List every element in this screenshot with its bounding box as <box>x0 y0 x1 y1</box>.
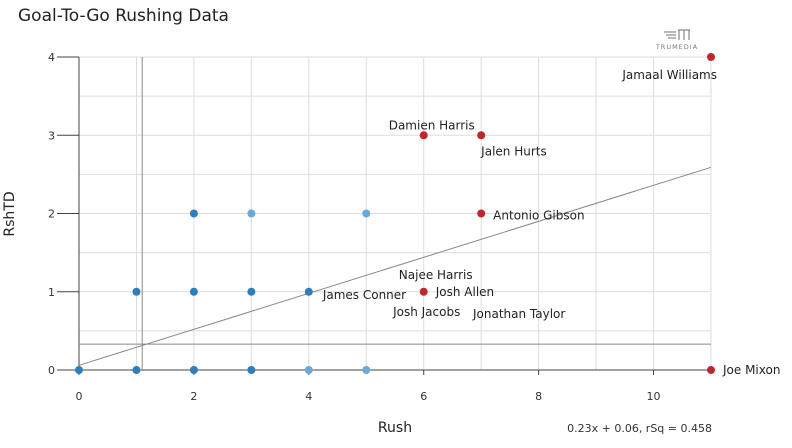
x-tick-label: 4 <box>305 390 312 403</box>
data-point <box>304 287 313 296</box>
trendline-equation: 0.23x + 0.06, rSq = 0.458 <box>567 422 712 435</box>
x-tick-label: 8 <box>535 390 542 403</box>
data-point <box>304 366 313 374</box>
y-tick-label: 1 <box>48 286 55 299</box>
x-axis-title: Rush <box>378 420 412 436</box>
x-tick-label: 6 <box>420 390 427 403</box>
y-tick-label: 3 <box>48 129 55 142</box>
point-label: Joe Mixon <box>722 363 780 377</box>
y-tick-label: 4 <box>48 51 55 64</box>
logo-text: TRUMEDIA <box>655 43 698 51</box>
data-point <box>189 287 198 296</box>
data-point <box>707 366 715 374</box>
x-tick-label: 0 <box>76 390 83 403</box>
point-label: Jonathan Taylor <box>472 307 565 321</box>
point-label: Najee Harris <box>399 268 473 282</box>
data-point <box>362 209 371 218</box>
data-point <box>477 131 486 140</box>
point-label: Damien Harris <box>389 118 475 132</box>
point-labels: Jamaal Williams Damien Harris Jalen Hurts A… <box>322 68 781 377</box>
y-tick-label: 2 <box>48 208 55 221</box>
data-point <box>477 209 486 218</box>
point-label: Josh Jacobs <box>392 305 460 319</box>
trumedia-logo: TRUMEDIA <box>655 29 698 51</box>
y-tick-label: 0 <box>48 364 55 377</box>
data-point <box>707 53 715 61</box>
data-point <box>189 366 198 374</box>
data-point <box>362 366 371 374</box>
data-point <box>419 287 428 296</box>
x-tick-label: 10 <box>647 390 661 403</box>
trend-line <box>78 166 712 366</box>
point-label: Jalen Hurts <box>480 144 547 158</box>
y-axis-title: RshTD <box>2 191 18 236</box>
data-point <box>132 287 141 296</box>
data-point <box>419 131 428 140</box>
chart-title: Goal-To-Go Rushing Data <box>18 6 229 26</box>
x-tick-label: 2 <box>190 390 197 403</box>
data-point <box>247 366 256 374</box>
point-label: Jamaal Williams <box>621 68 717 82</box>
data-point <box>247 209 256 218</box>
data-point <box>189 209 198 218</box>
data-point <box>75 366 83 374</box>
data-point <box>132 366 141 374</box>
data-point <box>247 287 256 296</box>
grid <box>79 56 712 370</box>
reference-lines <box>78 57 712 370</box>
point-label: Antonio Gibson <box>493 209 584 223</box>
point-label: James Conner <box>322 288 406 302</box>
data-points <box>75 53 715 374</box>
axes: 0 2 4 6 8 10 0 1 2 3 4 <box>48 51 711 403</box>
point-label: Josh Allen <box>435 285 494 299</box>
